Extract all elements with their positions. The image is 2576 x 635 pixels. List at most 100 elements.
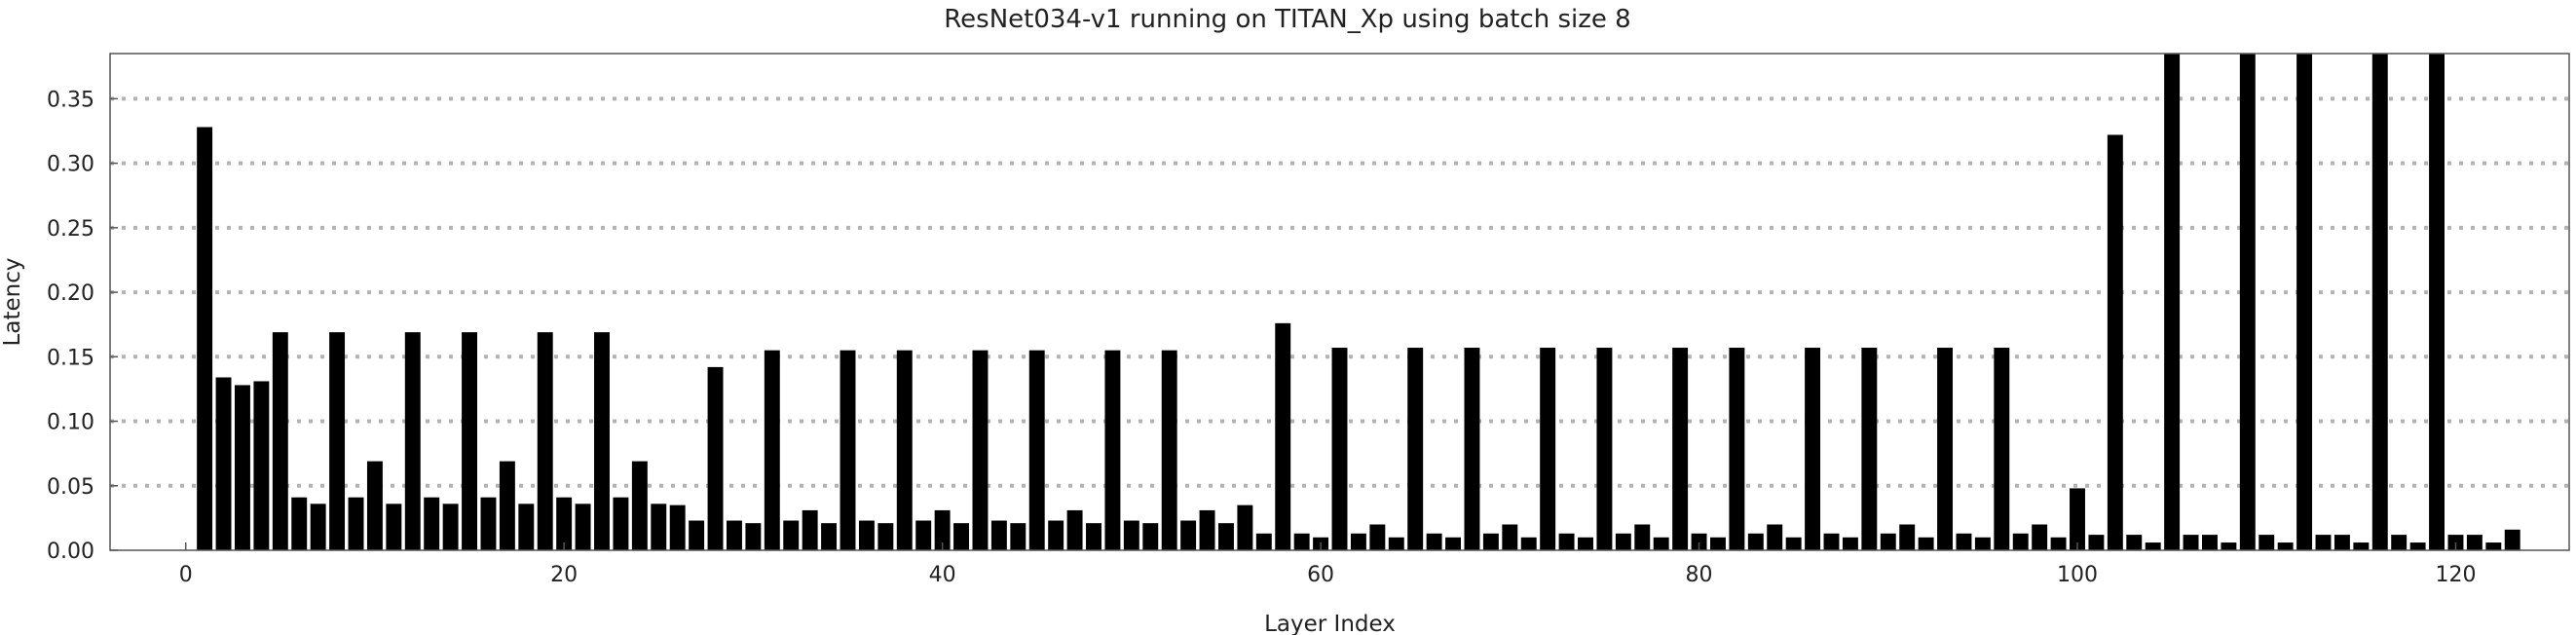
bar — [2504, 529, 2520, 550]
y-axis-ticks: 0.00 0.05 0.10 0.15 0.20 0.25 0.30 0.35 — [47, 88, 118, 564]
bar — [1918, 537, 1934, 550]
bar — [1974, 537, 1991, 550]
y-axis-label: Latency — [0, 258, 25, 347]
bar — [518, 504, 535, 550]
bar — [1217, 523, 1234, 550]
bar — [1880, 533, 1896, 550]
x-tick-label: 40 — [929, 563, 956, 587]
bar — [2485, 542, 2502, 550]
bar — [2277, 542, 2294, 550]
bar — [2296, 54, 2313, 550]
bar — [896, 350, 913, 550]
bar — [2221, 542, 2237, 550]
bar — [2353, 542, 2370, 550]
bar — [2107, 134, 2123, 551]
bar — [2183, 535, 2199, 550]
bar — [1048, 520, 1064, 550]
bar — [1767, 524, 1783, 550]
bar — [2371, 54, 2388, 550]
bar — [1937, 348, 1954, 550]
bar — [726, 520, 742, 550]
bar — [1255, 533, 1272, 550]
bar — [348, 497, 364, 550]
bar — [1558, 533, 1575, 550]
bar — [1578, 537, 1593, 550]
x-tick-label: 20 — [550, 563, 578, 587]
bar — [462, 332, 478, 550]
bar — [2409, 542, 2426, 550]
bar — [2145, 542, 2161, 550]
x-tick-label: 60 — [1307, 563, 1334, 587]
bar — [972, 350, 989, 550]
bar — [1237, 504, 1253, 550]
bar — [1823, 533, 1840, 550]
bar — [1994, 348, 2010, 550]
bar — [1861, 348, 1878, 550]
bar — [840, 350, 856, 550]
y-tick-label: 0.20 — [47, 281, 94, 306]
bar — [669, 504, 686, 550]
bar — [2201, 535, 2218, 550]
bar — [442, 504, 459, 550]
bar — [1199, 509, 1215, 550]
bar — [707, 366, 724, 550]
bar — [1123, 520, 1139, 550]
bar — [556, 497, 573, 550]
bar — [234, 385, 250, 550]
bar — [1805, 348, 1821, 550]
bar — [1180, 520, 1197, 550]
bar — [1350, 533, 1366, 550]
bar — [2164, 54, 2181, 550]
bar — [1142, 523, 1159, 550]
bar — [1407, 348, 1424, 550]
bar — [480, 497, 497, 550]
bar — [424, 497, 440, 550]
bar — [745, 523, 762, 550]
x-axis-label: Layer Index — [1264, 612, 1396, 635]
bar — [1464, 348, 1480, 550]
bar — [1502, 524, 1518, 550]
bar — [1275, 322, 1291, 550]
bar — [915, 520, 932, 550]
y-tick-label: 0.05 — [47, 475, 94, 500]
bar — [1540, 348, 1556, 550]
bar — [651, 504, 667, 550]
bar — [1010, 523, 1027, 550]
bar — [1445, 537, 1462, 550]
bar — [1331, 348, 1348, 550]
bar — [197, 127, 213, 550]
y-tick-label: 0.30 — [47, 153, 94, 177]
bar — [689, 520, 705, 550]
y-tick-label: 0.15 — [47, 346, 94, 370]
bar — [1729, 348, 1745, 550]
bar — [1785, 537, 1802, 550]
bar — [990, 520, 1007, 550]
bar — [2259, 535, 2275, 550]
y-tick-label: 0.35 — [47, 88, 94, 112]
bar — [1596, 348, 1613, 550]
bar — [1066, 509, 1083, 550]
bar — [1615, 533, 1631, 550]
bar — [764, 350, 780, 550]
bar — [537, 332, 553, 550]
bar — [404, 332, 421, 550]
bar — [783, 520, 800, 550]
bar — [2126, 535, 2143, 550]
bar — [272, 332, 288, 550]
bar — [310, 504, 326, 550]
bar — [575, 504, 591, 550]
bar — [613, 497, 629, 550]
bar — [877, 523, 894, 550]
bar — [2088, 535, 2105, 550]
bar — [1691, 533, 1707, 550]
bar — [386, 504, 402, 550]
bar — [934, 509, 951, 550]
bar — [1747, 533, 1764, 550]
bar — [1634, 524, 1651, 550]
chart-title: ResNet034-v1 running on TITAN_Xp using b… — [944, 5, 1630, 34]
bar — [953, 523, 970, 550]
bar — [2012, 533, 2029, 550]
bar — [1028, 350, 1045, 550]
bars — [197, 54, 2520, 551]
bar — [366, 461, 383, 550]
